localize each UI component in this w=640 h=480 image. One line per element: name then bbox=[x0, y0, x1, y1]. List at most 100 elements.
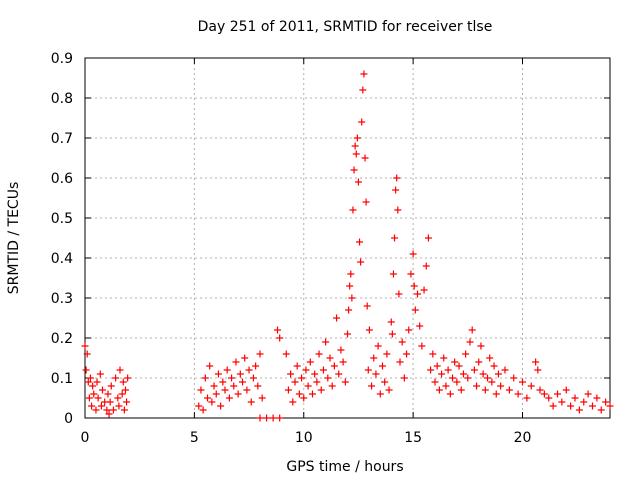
data-point bbox=[393, 174, 401, 182]
data-point bbox=[230, 382, 238, 390]
data-point bbox=[106, 398, 114, 406]
data-point bbox=[459, 370, 467, 378]
y-tick-label: 0.3 bbox=[51, 291, 73, 307]
data-point bbox=[112, 374, 120, 382]
data-point bbox=[195, 402, 203, 410]
data-point bbox=[549, 402, 557, 410]
data-point bbox=[481, 386, 489, 394]
data-point bbox=[89, 382, 97, 390]
data-point bbox=[232, 358, 240, 366]
x-tick-label: 15 bbox=[404, 430, 422, 446]
data-point bbox=[349, 206, 357, 214]
data-point bbox=[364, 366, 372, 374]
data-point bbox=[90, 390, 98, 398]
data-point bbox=[350, 166, 358, 174]
data-point bbox=[534, 366, 542, 374]
x-tick-label: 20 bbox=[514, 430, 532, 446]
data-point bbox=[241, 354, 249, 362]
data-point bbox=[562, 386, 570, 394]
data-point bbox=[84, 378, 92, 386]
data-point bbox=[276, 414, 284, 422]
x-axis-label: GPS time / hours bbox=[286, 459, 403, 475]
data-point bbox=[357, 258, 365, 266]
data-point bbox=[263, 414, 271, 422]
data-point bbox=[372, 370, 380, 378]
data-point bbox=[107, 382, 115, 390]
data-point bbox=[221, 386, 229, 394]
data-point bbox=[505, 386, 513, 394]
data-point bbox=[199, 406, 207, 414]
data-point bbox=[446, 390, 454, 398]
data-point bbox=[313, 378, 321, 386]
data-point bbox=[206, 362, 214, 370]
data-point bbox=[295, 390, 303, 398]
data-point bbox=[514, 390, 522, 398]
data-point bbox=[435, 386, 443, 394]
x-tick-label: 0 bbox=[81, 430, 90, 446]
data-point bbox=[416, 322, 424, 330]
data-point bbox=[453, 378, 461, 386]
data-point bbox=[319, 366, 327, 374]
data-point bbox=[225, 394, 233, 402]
data-point bbox=[83, 350, 91, 358]
data-point bbox=[223, 366, 231, 374]
data-point bbox=[484, 374, 491, 382]
y-tick-label: 0.5 bbox=[51, 211, 73, 227]
data-point bbox=[400, 374, 408, 382]
data-point bbox=[486, 354, 494, 362]
data-point bbox=[356, 238, 364, 246]
data-point bbox=[217, 402, 225, 410]
data-point bbox=[368, 382, 376, 390]
data-point bbox=[354, 178, 362, 186]
data-point bbox=[287, 370, 295, 378]
data-point bbox=[442, 382, 450, 390]
data-point bbox=[82, 366, 90, 374]
data-point bbox=[86, 374, 94, 382]
data-point bbox=[376, 390, 384, 398]
data-point bbox=[85, 394, 93, 402]
data-point bbox=[352, 150, 360, 158]
y-axis-label: SRMTID / TECUs bbox=[6, 182, 22, 295]
data-point bbox=[81, 342, 89, 350]
data-point bbox=[201, 374, 209, 382]
data-point bbox=[228, 374, 236, 382]
data-point bbox=[335, 370, 343, 378]
data-point bbox=[403, 350, 411, 358]
data-point bbox=[249, 374, 257, 382]
data-point bbox=[464, 374, 472, 382]
data-point bbox=[392, 186, 400, 194]
data-point bbox=[475, 358, 483, 366]
data-point bbox=[309, 390, 316, 398]
data-point bbox=[492, 390, 500, 398]
data-point bbox=[589, 402, 596, 410]
data-point bbox=[236, 370, 244, 378]
data-point bbox=[347, 270, 355, 278]
data-point bbox=[94, 394, 102, 402]
data-point bbox=[118, 390, 126, 398]
data-point bbox=[479, 370, 487, 378]
data-point bbox=[245, 366, 253, 374]
data-point bbox=[389, 270, 397, 278]
data-point bbox=[214, 370, 222, 378]
data-point bbox=[120, 406, 128, 414]
data-point bbox=[304, 382, 312, 390]
data-point bbox=[239, 378, 246, 386]
data-point bbox=[370, 354, 378, 362]
data-point bbox=[289, 398, 297, 406]
data-point bbox=[433, 362, 441, 370]
data-point bbox=[197, 386, 205, 394]
data-point bbox=[388, 330, 396, 338]
data-point bbox=[575, 406, 583, 414]
data-point bbox=[96, 370, 104, 378]
data-point bbox=[337, 346, 345, 354]
data-point bbox=[593, 394, 601, 402]
data-point bbox=[395, 290, 403, 298]
x-tick-label: 10 bbox=[295, 430, 313, 446]
data-point bbox=[414, 290, 421, 298]
data-point bbox=[449, 374, 456, 382]
data-point bbox=[252, 362, 260, 370]
y-tick-label: 0.9 bbox=[51, 51, 73, 67]
data-point bbox=[298, 374, 306, 382]
data-point bbox=[398, 338, 406, 346]
